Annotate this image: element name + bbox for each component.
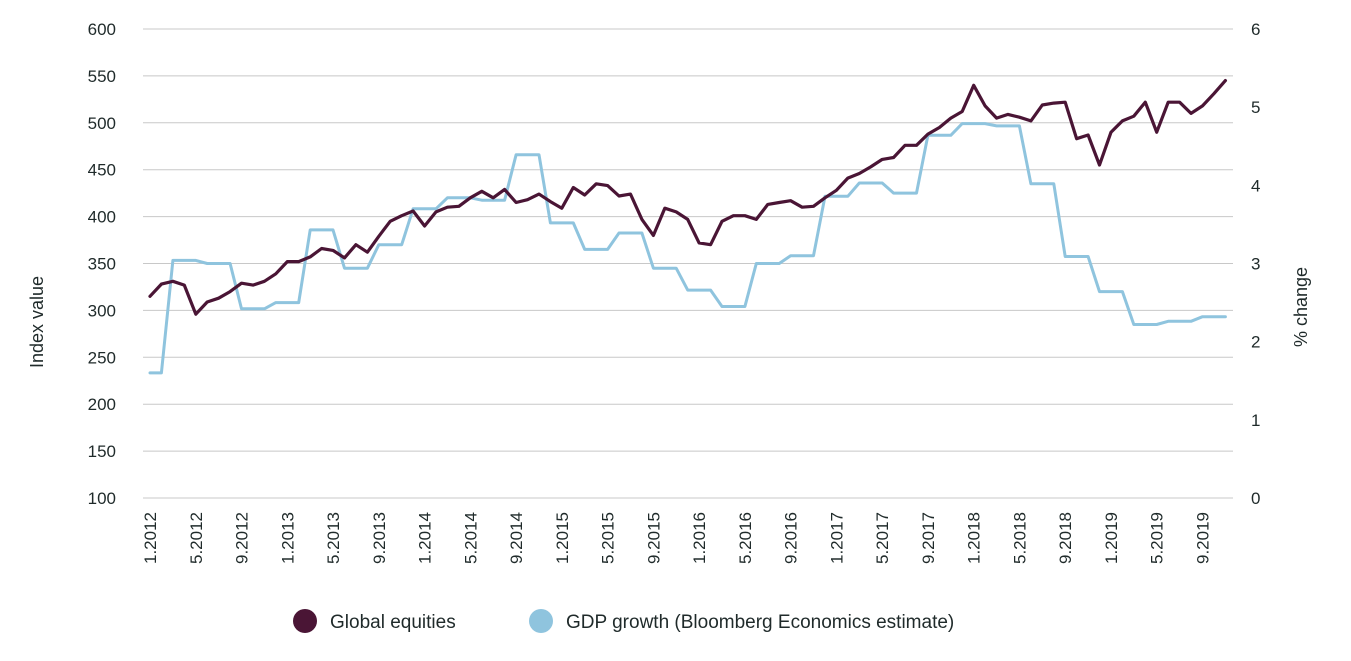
x-tick-label: 1.2017: [827, 512, 846, 564]
right-tick-label: 3: [1251, 255, 1260, 274]
right-axis-title: % change: [1291, 267, 1311, 347]
x-tick-label: 5.2016: [736, 512, 755, 564]
x-tick-label: 9.2014: [507, 512, 526, 564]
right-tick-label: 2: [1251, 333, 1260, 352]
x-tick-label: 9.2013: [370, 512, 389, 564]
legend-label-gdp-growth: GDP growth (Bloomberg Economics estimate…: [566, 612, 954, 633]
x-tick-label: 1.2014: [416, 512, 435, 564]
right-tick-label: 1: [1251, 411, 1260, 430]
legend-label-global-equities: Global equities: [330, 612, 456, 633]
x-tick-label: 5.2014: [461, 512, 480, 564]
legend: Global equities GDP growth (Bloomberg Ec…: [293, 609, 954, 633]
legend-marker-global-equities: [293, 609, 317, 633]
left-tick-label: 600: [88, 20, 116, 39]
x-tick-label: 5.2012: [187, 512, 206, 564]
x-tick-label: 1.2012: [141, 512, 160, 564]
x-tick-label: 9.2015: [644, 512, 663, 564]
x-tick-label: 1.2018: [965, 512, 984, 564]
left-tick-label: 350: [88, 255, 116, 274]
series-line-gdp-growth: [148, 122, 1227, 375]
series-lines: [148, 78, 1228, 375]
x-tick-label: 5.2017: [873, 512, 892, 564]
x-tick-label: 9.2018: [1056, 512, 1075, 564]
x-tick-label: 9.2016: [782, 512, 801, 564]
right-tick-label: 5: [1251, 98, 1260, 117]
left-tick-label: 250: [88, 348, 116, 367]
x-tick-label: 9.2012: [233, 512, 252, 564]
x-tick-label: 5.2015: [599, 512, 618, 564]
x-tick-label: 1.2016: [690, 512, 709, 564]
left-tick-label: 200: [88, 395, 116, 414]
x-tick-label: 1.2015: [553, 512, 572, 564]
x-tick-label: 5.2019: [1148, 512, 1167, 564]
x-tick-label: 1.2019: [1102, 512, 1121, 564]
right-y-axis-ticks: 6 5 4 3 2 1 0: [1251, 20, 1260, 508]
x-tick-label: 9.2019: [1193, 512, 1212, 564]
left-tick-label: 500: [88, 114, 116, 133]
left-tick-label: 100: [88, 489, 116, 508]
x-tick-label: 5.2018: [1010, 512, 1029, 564]
left-tick-label: 300: [88, 301, 116, 320]
series-line-global-equities: [148, 78, 1228, 316]
left-tick-label: 150: [88, 442, 116, 461]
left-tick-label: 550: [88, 67, 116, 86]
x-tick-label: 9.2017: [919, 512, 938, 564]
right-tick-label: 0: [1251, 489, 1260, 508]
x-tick-label: 5.2013: [324, 512, 343, 564]
right-tick-label: 6: [1251, 20, 1260, 39]
x-axis-ticks: 1.2012 5.2012 9.2012 1.2013 5.2013 9.2013 1.20…: [141, 512, 1212, 564]
left-tick-label: 400: [88, 208, 116, 227]
left-tick-label: 450: [88, 161, 116, 180]
left-y-axis-ticks: 600 550 500 450 400 350 300 250 200 150 100: [88, 20, 116, 508]
left-axis-title: Index value: [27, 276, 47, 368]
right-tick-label: 4: [1251, 176, 1260, 195]
legend-marker-gdp-growth: [529, 609, 553, 633]
gridlines: [143, 28, 1233, 499]
x-tick-label: 1.2013: [278, 512, 297, 564]
